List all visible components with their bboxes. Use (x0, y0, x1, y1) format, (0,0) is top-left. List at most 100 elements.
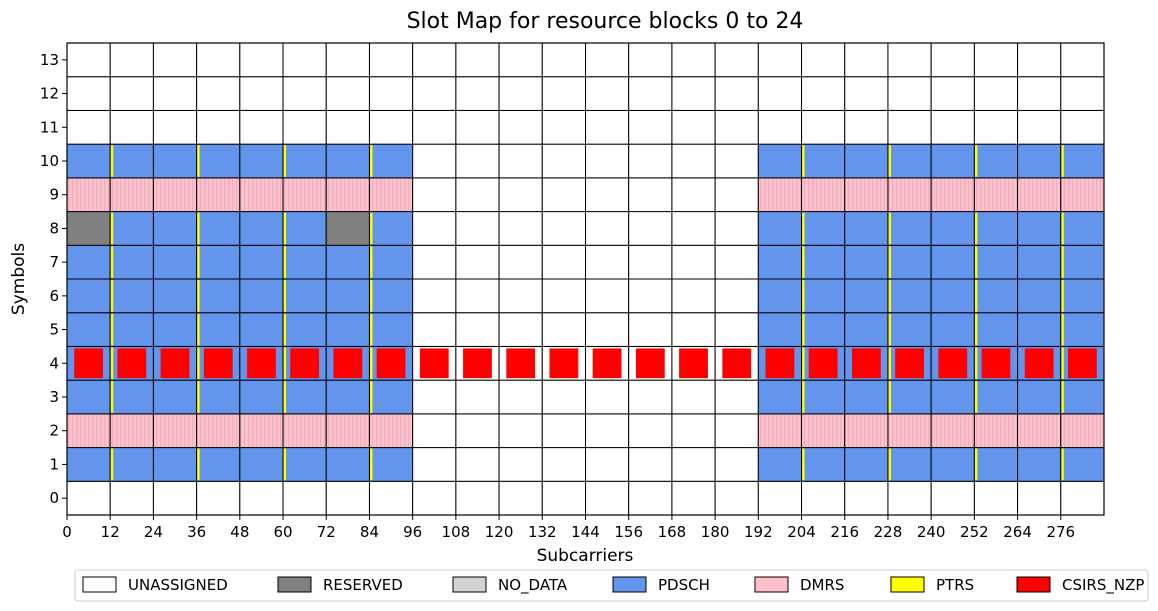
cell-pdsch (973, 211, 1019, 246)
cell-unassigned (498, 42, 543, 78)
cell-unassigned (196, 76, 241, 111)
cell-pdsch (844, 244, 889, 280)
cell-pdsch (109, 244, 154, 280)
cell-dmrs (325, 177, 370, 213)
legend-label-reserved: RESERVED (323, 576, 403, 594)
cell-unassigned (628, 76, 673, 111)
cell-unassigned (239, 76, 284, 111)
x-tick-label: 228 (874, 523, 903, 541)
cell-unassigned (109, 480, 154, 516)
cell-pdsch (196, 143, 241, 179)
cell-unassigned (109, 76, 154, 111)
cell-pdsch (152, 312, 198, 347)
cell-unassigned (628, 278, 673, 314)
cell-pdsch (801, 312, 846, 347)
cell-pdsch (368, 278, 414, 314)
cell-pdsch (801, 278, 846, 314)
cell-pdsch (66, 143, 111, 179)
cell-dmrs (282, 177, 327, 213)
cell-unassigned (628, 447, 673, 482)
cell-dmrs (801, 413, 846, 449)
cell-pdsch (844, 312, 889, 347)
csirs-nzp-mark (463, 348, 492, 379)
legend-swatch-no-data (452, 576, 487, 593)
csirs-nzp-mark (506, 348, 536, 379)
legend-label-csirs-nzp: CSIRS_NZP (1062, 576, 1144, 595)
x-tick-label: 216 (830, 523, 859, 541)
ptrs-mark (197, 347, 200, 380)
ptrs-mark (110, 280, 114, 312)
cell-unassigned (325, 76, 370, 111)
cell-unassigned (714, 76, 759, 111)
cell-pdsch (152, 143, 198, 179)
cell-unassigned (109, 109, 154, 145)
x-tick-label: 168 (658, 523, 687, 541)
cell-unassigned (455, 143, 500, 179)
ptrs-mark (888, 212, 891, 245)
cell-unassigned (757, 109, 803, 145)
cell-unassigned (498, 379, 543, 415)
cell-dmrs (1060, 413, 1105, 449)
x-tick-label: 96 (403, 523, 422, 541)
cell-pdsch (282, 447, 327, 482)
ptrs-mark (197, 448, 200, 481)
ptrs-mark (110, 313, 114, 346)
cell-unassigned (325, 480, 370, 516)
cell-unassigned (325, 42, 370, 78)
cell-unassigned (757, 76, 803, 111)
cell-unassigned (844, 109, 889, 145)
cell-pdsch (801, 379, 846, 415)
cell-unassigned (714, 379, 759, 415)
cell-pdsch (368, 143, 414, 179)
csirs-nzp-mark (290, 348, 320, 379)
cell-unassigned (1060, 480, 1105, 516)
legend-frame (74, 569, 1149, 602)
ptrs-mark (802, 280, 805, 312)
cell-unassigned (282, 42, 327, 78)
cell-unassigned (585, 379, 630, 415)
cell-unassigned (585, 177, 630, 213)
cell-unassigned (541, 143, 587, 179)
cell-unassigned (714, 177, 759, 213)
cell-unassigned (455, 480, 500, 516)
cell-unassigned (844, 76, 889, 111)
cell-unassigned (412, 379, 457, 415)
cell-pdsch (196, 447, 241, 482)
cell-unassigned (196, 109, 241, 145)
cell-dmrs (368, 177, 414, 213)
cell-unassigned (541, 42, 587, 78)
ptrs-mark (283, 280, 287, 312)
cell-pdsch (239, 447, 284, 482)
cell-unassigned (973, 480, 1019, 516)
cell-dmrs (930, 413, 975, 449)
cell-unassigned (714, 480, 759, 516)
csirs-nzp-mark (635, 348, 665, 379)
cell-unassigned (973, 76, 1019, 111)
x-tick-label: 156 (614, 523, 643, 541)
cell-pdsch (757, 379, 803, 415)
cell-pdsch (1060, 447, 1105, 482)
cell-unassigned (585, 211, 630, 246)
cell-pdsch (196, 312, 241, 347)
cell-pdsch (801, 143, 846, 179)
csirs-nzp-mark (247, 348, 276, 379)
legend-swatch-dmrs (754, 576, 789, 593)
ptrs-mark (283, 313, 287, 346)
cell-unassigned (66, 480, 111, 516)
cell-unassigned (412, 42, 457, 78)
cell-pdsch (757, 447, 803, 482)
cell-unassigned (801, 109, 846, 145)
x-tick-label: 120 (485, 523, 514, 541)
cell-unassigned (541, 312, 587, 347)
cell-pdsch (368, 447, 414, 482)
cell-pdsch (887, 278, 932, 314)
cell-dmrs (66, 177, 111, 213)
cell-unassigned (585, 480, 630, 516)
cell-unassigned (628, 244, 673, 280)
cell-unassigned (282, 480, 327, 516)
cell-pdsch (1017, 278, 1062, 314)
csirs-nzp-mark (74, 348, 104, 379)
y-axis-label: Symbols (9, 243, 29, 315)
